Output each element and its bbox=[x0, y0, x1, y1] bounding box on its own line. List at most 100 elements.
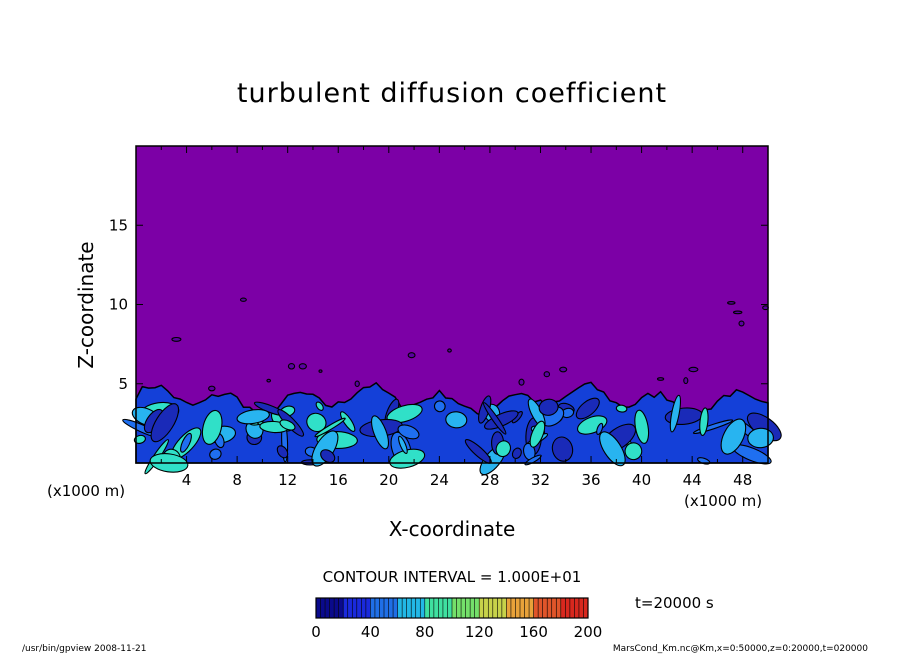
eddy-cell bbox=[538, 398, 559, 416]
contour-blob bbox=[732, 310, 743, 315]
colorbar-cell bbox=[524, 598, 530, 618]
contour-blob bbox=[407, 352, 416, 359]
colorbar-cell bbox=[506, 598, 511, 618]
eddy-cell bbox=[615, 404, 628, 413]
colorbar-cell bbox=[352, 598, 357, 618]
contour-blob bbox=[559, 366, 568, 373]
contour-blob bbox=[266, 378, 272, 383]
colorbar-cell bbox=[461, 598, 466, 618]
colorbar-cell bbox=[406, 598, 412, 618]
eddy-cell bbox=[599, 431, 626, 467]
eddy-cell bbox=[511, 447, 522, 460]
colorbar-cell bbox=[402, 598, 407, 618]
colorbar-cell bbox=[316, 598, 321, 618]
colorbar-cell bbox=[325, 598, 330, 618]
contour-blob bbox=[683, 377, 689, 385]
colorbar-cell bbox=[415, 598, 421, 618]
x-tick-label: 16 bbox=[329, 471, 348, 489]
colorbar-cell bbox=[338, 598, 344, 618]
colorbar-cell bbox=[538, 598, 543, 618]
colorbar-cell bbox=[388, 598, 394, 618]
eddy-cell bbox=[398, 435, 408, 454]
x-unit-label-right: (x1000 m) bbox=[684, 492, 762, 510]
x-tick-label: 28 bbox=[480, 471, 499, 489]
y-tick-label: 15 bbox=[109, 216, 128, 234]
colorbar bbox=[315, 597, 589, 619]
colorbar-cell bbox=[556, 598, 561, 618]
colorbar-cell bbox=[447, 598, 452, 618]
eddy-cell bbox=[669, 394, 682, 433]
colorbar-cell bbox=[569, 598, 575, 618]
eddy-cell bbox=[133, 434, 146, 444]
colorbar-cell bbox=[393, 598, 398, 618]
turbulent-layer bbox=[122, 381, 782, 476]
colorbar-cell bbox=[470, 598, 475, 618]
eddy-cell bbox=[529, 420, 546, 448]
eddy-cell bbox=[370, 415, 390, 450]
chart-title: turbulent diffusion coefficient bbox=[237, 78, 667, 109]
colorbar-cell bbox=[497, 598, 502, 618]
colorbar-cell bbox=[529, 598, 534, 618]
eddy-cell bbox=[495, 440, 512, 458]
contour-blob bbox=[239, 297, 247, 302]
colorbar-cell bbox=[479, 598, 484, 618]
contour-blob bbox=[287, 363, 296, 370]
colorbar-cell bbox=[424, 598, 430, 618]
colorbar-cell bbox=[542, 598, 548, 618]
eddy-cell bbox=[340, 411, 356, 432]
colorbar-cell bbox=[429, 598, 434, 618]
colorbar-cell bbox=[356, 598, 362, 618]
contour-blob bbox=[171, 336, 182, 342]
colorbar-cell bbox=[565, 598, 570, 618]
eddy-cell bbox=[634, 409, 650, 444]
eddy-cell bbox=[482, 402, 507, 435]
contour-blob bbox=[518, 378, 525, 386]
eddy-cell bbox=[236, 409, 270, 425]
colorbar-cell bbox=[483, 598, 489, 618]
colorbar-cell bbox=[551, 598, 557, 618]
x-tick-label: 44 bbox=[683, 471, 702, 489]
y-axis-label: Z-coordinate bbox=[74, 241, 98, 368]
y-tick-label: 5 bbox=[118, 375, 128, 393]
colorbar-cell bbox=[320, 598, 326, 618]
eddy-cell bbox=[150, 403, 180, 443]
colorbar-cell bbox=[578, 598, 584, 618]
eddy-cell bbox=[397, 424, 420, 440]
contour-blob bbox=[656, 377, 665, 381]
colorbar-cell bbox=[533, 598, 539, 618]
eddy-cell bbox=[624, 442, 643, 461]
x-tick-label: 40 bbox=[632, 471, 651, 489]
colorbar-ticks: 0 40 80 120 160 200 bbox=[311, 623, 602, 641]
eddy-cell bbox=[445, 411, 468, 429]
x-tick-label: 12 bbox=[278, 471, 297, 489]
contour-blob bbox=[354, 380, 360, 388]
x-tick-label: 32 bbox=[531, 471, 550, 489]
colorbar-cell bbox=[438, 598, 443, 618]
colorbar-tick-label: 0 bbox=[311, 623, 321, 641]
colorbar-frame bbox=[315, 597, 589, 619]
x-tick-label: 24 bbox=[430, 471, 449, 489]
eddy-cell bbox=[596, 422, 604, 435]
colorbar-cell bbox=[343, 598, 348, 618]
time-label: t=20000 s bbox=[635, 594, 714, 612]
contour-blob bbox=[298, 363, 307, 370]
eddy-cell bbox=[720, 418, 747, 455]
x-tick-label: 36 bbox=[581, 471, 600, 489]
colorbar-cell bbox=[452, 598, 457, 618]
eddy-cell bbox=[180, 432, 192, 453]
x-tick-label: 4 bbox=[182, 471, 192, 489]
eddy-cell bbox=[315, 401, 324, 411]
colorbar-tick-label: 40 bbox=[361, 623, 380, 641]
plot-area bbox=[122, 145, 782, 476]
colorbar-cell bbox=[411, 598, 416, 618]
colorbar-cell bbox=[442, 598, 448, 618]
colorbar-cell bbox=[374, 598, 380, 618]
y-tick-label: 10 bbox=[109, 296, 128, 314]
colorbar-tick-label: 200 bbox=[574, 623, 603, 641]
eddy-cell bbox=[276, 445, 289, 459]
x-axis-ticks: 4 8 12 16 20 24 28 32 36 40 44 48 bbox=[160, 146, 752, 489]
colorbar-cell bbox=[365, 598, 371, 618]
colorbar-cell bbox=[520, 598, 525, 618]
y-axis-ticks: 5 10 15 bbox=[109, 216, 768, 393]
